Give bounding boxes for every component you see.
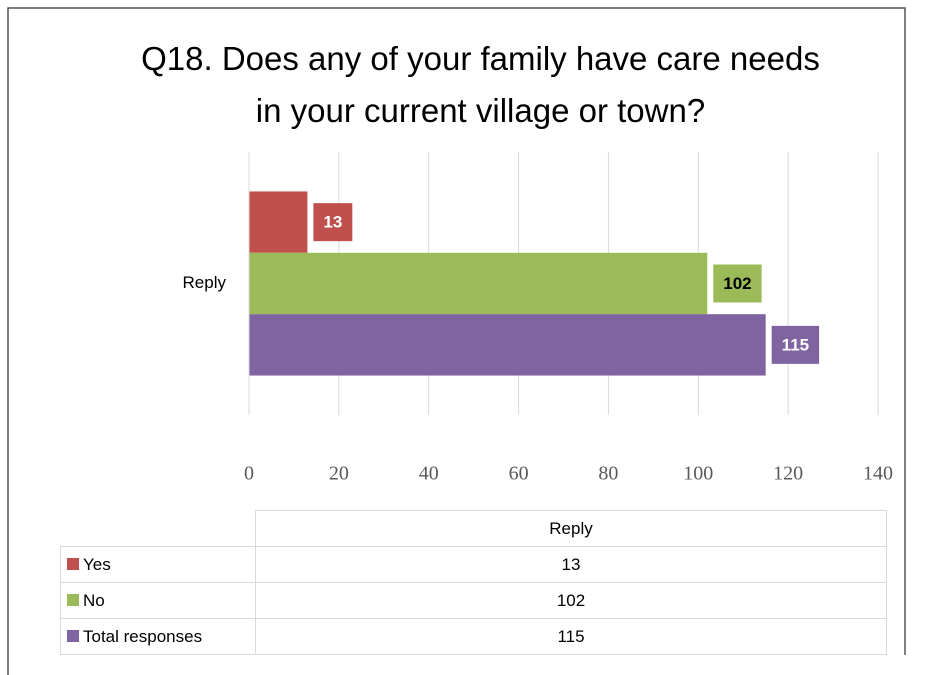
data-label: 13 [323,213,342,232]
legend-entry: No [60,582,256,619]
legend-label: Yes [83,554,111,574]
x-tick-label: 100 [683,463,713,485]
legend-key [67,557,79,570]
x-tick-label: 140 [863,463,893,485]
table-value: 102 [255,582,887,619]
x-tick-label: 80 [598,463,618,485]
legend-entry: Yes [60,546,256,583]
table-row: Yes 13 [60,546,887,583]
table-value: 13 [255,546,887,583]
data-table: Reply Yes 13 No 102 Total responses 115 [60,510,887,655]
bar [249,252,708,315]
corner [61,511,256,547]
legend-key [67,593,79,606]
legend-label: Total responses [83,626,203,646]
table-header: Reply [61,510,887,547]
data-label-box [313,203,353,242]
table-row: No 102 [60,582,887,619]
legend-key [67,629,79,642]
chart-title: Q18. Does any of your family have care n… [141,40,820,129]
x-tick-label: 20 [329,463,349,485]
y-tick-label: Reply [183,273,227,292]
bar [249,314,766,376]
table-row: Total responses 115 [60,618,887,655]
data-label: 115 [782,335,809,354]
data-label-box [771,325,820,364]
legend-label: No [83,590,105,610]
x-tick-label: 0 [244,463,254,485]
legend-entry: Total responses [60,618,256,655]
data-label-box [713,264,762,303]
table-category: Reply [255,510,887,547]
x-tick-label: 120 [773,463,803,485]
data-label: 102 [723,274,751,293]
table-value: 115 [255,618,887,655]
frame [7,7,906,675]
bar [249,191,308,253]
x-tick-label: 60 [509,463,529,485]
x-tick-label: 40 [419,463,439,485]
